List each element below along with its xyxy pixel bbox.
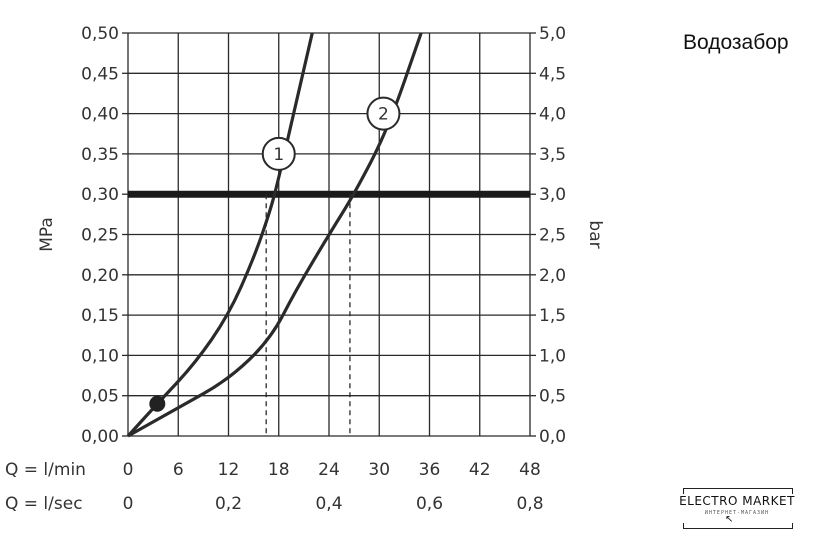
y-tick-label-left: 0,15 [81, 306, 119, 326]
x-row-label: Q = l/min [5, 460, 86, 480]
y-tick-label-left: 0,10 [81, 346, 119, 366]
y-tick-label-left: 0,45 [81, 64, 119, 84]
x-tick-label: 24 [318, 460, 340, 480]
x-tick-label: 12 [218, 460, 240, 480]
y-tick-label-right: 1,0 [539, 346, 566, 366]
logo-text: ELECTRO MARKET [679, 494, 795, 508]
y-tick-label-right: 5,0 [539, 24, 566, 44]
y-tick-label-left: 0,20 [81, 266, 119, 286]
x-row-label: Q = l/sec [5, 494, 83, 514]
y-tick-label-right: 3,0 [539, 185, 566, 205]
y-tick-label-left: 0,35 [81, 145, 119, 165]
x-tick-label: 36 [419, 460, 441, 480]
y-tick-label-right: 2,0 [539, 266, 566, 286]
series-tag-circle [366, 96, 401, 131]
y-tick-label-right: 4,0 [539, 105, 566, 125]
y-tick-label-right: 0,5 [539, 387, 566, 407]
series-tag-label: 1 [273, 145, 284, 165]
logo-subtext: ИНТЕРНЕТ-МАГАЗИН [704, 510, 770, 516]
y-tick-label-right: 2,5 [539, 226, 566, 246]
x-tick-label: 18 [268, 460, 290, 480]
electro-market-logo: ELECTRO MARKET ИНТЕРНЕТ-МАГАЗИН ↖ [677, 488, 797, 530]
x-tick-label: 6 [173, 460, 184, 480]
marker-dot [149, 395, 166, 412]
y-tick-label-right: 3,5 [539, 145, 566, 165]
logo-frame-top [683, 488, 793, 494]
x-tick-label: 0,8 [516, 494, 543, 514]
y-axis-label-left: MPa [37, 217, 57, 252]
chart-title: Водозабор [683, 31, 789, 54]
series-tag-label: 2 [378, 105, 389, 125]
x-tick-label: 0 [123, 460, 134, 480]
logo-frame-bottom [683, 523, 793, 529]
y-tick-label-left: 0,30 [81, 185, 119, 205]
y-tick-label-right: 0,0 [539, 427, 566, 447]
y-axis-label-right: bar [585, 220, 605, 248]
y-tick-label-left: 0,40 [81, 105, 119, 125]
x-tick-label: 30 [368, 460, 390, 480]
y-tick-label-left: 0,00 [81, 427, 119, 447]
x-tick-label: 48 [519, 460, 541, 480]
y-tick-label-left: 0,25 [81, 226, 119, 246]
x-tick-label: 42 [469, 460, 491, 480]
x-tick-label: 0 [123, 494, 134, 514]
cursor-icon: ↖ [725, 514, 734, 525]
x-tick-label: 0,2 [215, 494, 242, 514]
y-tick-label-left: 0,50 [81, 24, 119, 44]
x-tick-label: 0,6 [416, 494, 443, 514]
series-curve [127, 32, 423, 438]
series-tag-circle [261, 136, 296, 171]
y-tick-label-left: 0,05 [81, 387, 119, 407]
x-tick-label: 0,4 [315, 494, 342, 514]
y-tick-label-right: 1,5 [539, 306, 566, 326]
y-tick-label-right: 4,5 [539, 64, 566, 84]
